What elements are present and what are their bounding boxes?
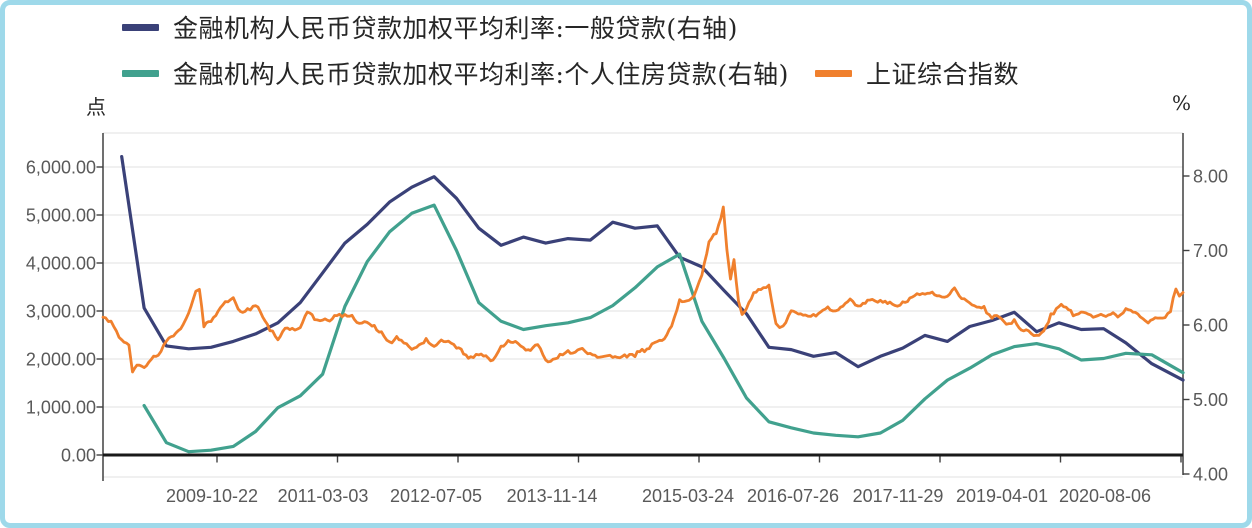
tick-marks <box>96 166 1190 475</box>
left-axis-tick-label: 3,000.00 <box>26 302 96 322</box>
x-axis-tick-label: 2012-07-05 <box>390 486 482 506</box>
gridlines <box>103 132 1183 478</box>
left-axis-tick-label: 1,000.00 <box>26 398 96 418</box>
axis-tick-labels: 6,000.00 5,000.00 4,000.00 3,000.00 2,000.00… <box>26 158 1228 507</box>
axis-lines <box>102 133 1184 481</box>
legend-label-housing-loan-rate: 金融机构人民币贷款加权平均利率:个人住房贷款(右轴) <box>173 60 789 89</box>
series-line-sse-composite-index <box>101 205 1185 374</box>
x-axis-tick-label: 2017-11-29 <box>853 486 944 506</box>
left-axis-tick-label: 6,000.00 <box>26 158 96 178</box>
left-axis-tick-label: 5,000.00 <box>26 206 96 226</box>
right-axis-tick-label: 6.00 <box>1193 316 1228 336</box>
right-axis-tick-label: 7.00 <box>1193 241 1228 261</box>
x-axis-tick-label: 2011-03-03 <box>278 486 369 506</box>
right-axis-unit-label: % <box>1172 91 1192 115</box>
legend-swatch-general-loan-rate <box>122 23 159 31</box>
x-axis-tick-label: 2016-07-26 <box>747 486 839 506</box>
legend-swatch-sse-index <box>814 69 852 77</box>
right-axis-tick-label: 8.00 <box>1193 167 1228 187</box>
legend-label-sse-index: 上证综合指数 <box>865 60 1019 89</box>
legend-label-general-loan-rate: 金融机构人民币贷款加权平均利率:一般贷款(右轴) <box>173 14 738 43</box>
legend-row-2: 金融机构人民币贷款加权平均利率:个人住房贷款(右轴) 上证综合指数 <box>122 50 1019 96</box>
legend-swatch-housing-loan-rate <box>122 69 159 77</box>
x-axis-tick-label: 2013-11-14 <box>507 486 598 506</box>
left-axis-tick-label: 0.00 <box>61 446 96 466</box>
legend-row-1: 金融机构人民币贷款加权平均利率:一般贷款(右轴) <box>122 4 1019 50</box>
series-line-housing-loan-rate <box>142 203 1185 454</box>
series-line-general-loan-rate <box>120 155 1185 382</box>
legend: 金融机构人民币贷款加权平均利率:一般贷款(右轴) 金融机构人民币贷款加权平均利率… <box>122 4 1019 96</box>
x-axis-tick-label: 2009-10-22 <box>166 486 258 506</box>
x-axis-tick-label: 2019-04-01 <box>956 486 1048 506</box>
right-axis-tick-label: 4.00 <box>1193 465 1228 485</box>
right-axis-tick-label: 5.00 <box>1193 390 1228 410</box>
left-axis-unit-label: 点 <box>86 95 106 119</box>
x-axis-tick-label: 2020-08-06 <box>1059 486 1151 506</box>
left-axis-tick-label: 2,000.00 <box>26 350 96 370</box>
x-axis-tick-label: 2015-03-24 <box>642 486 734 506</box>
left-axis-tick-label: 4,000.00 <box>26 254 96 274</box>
